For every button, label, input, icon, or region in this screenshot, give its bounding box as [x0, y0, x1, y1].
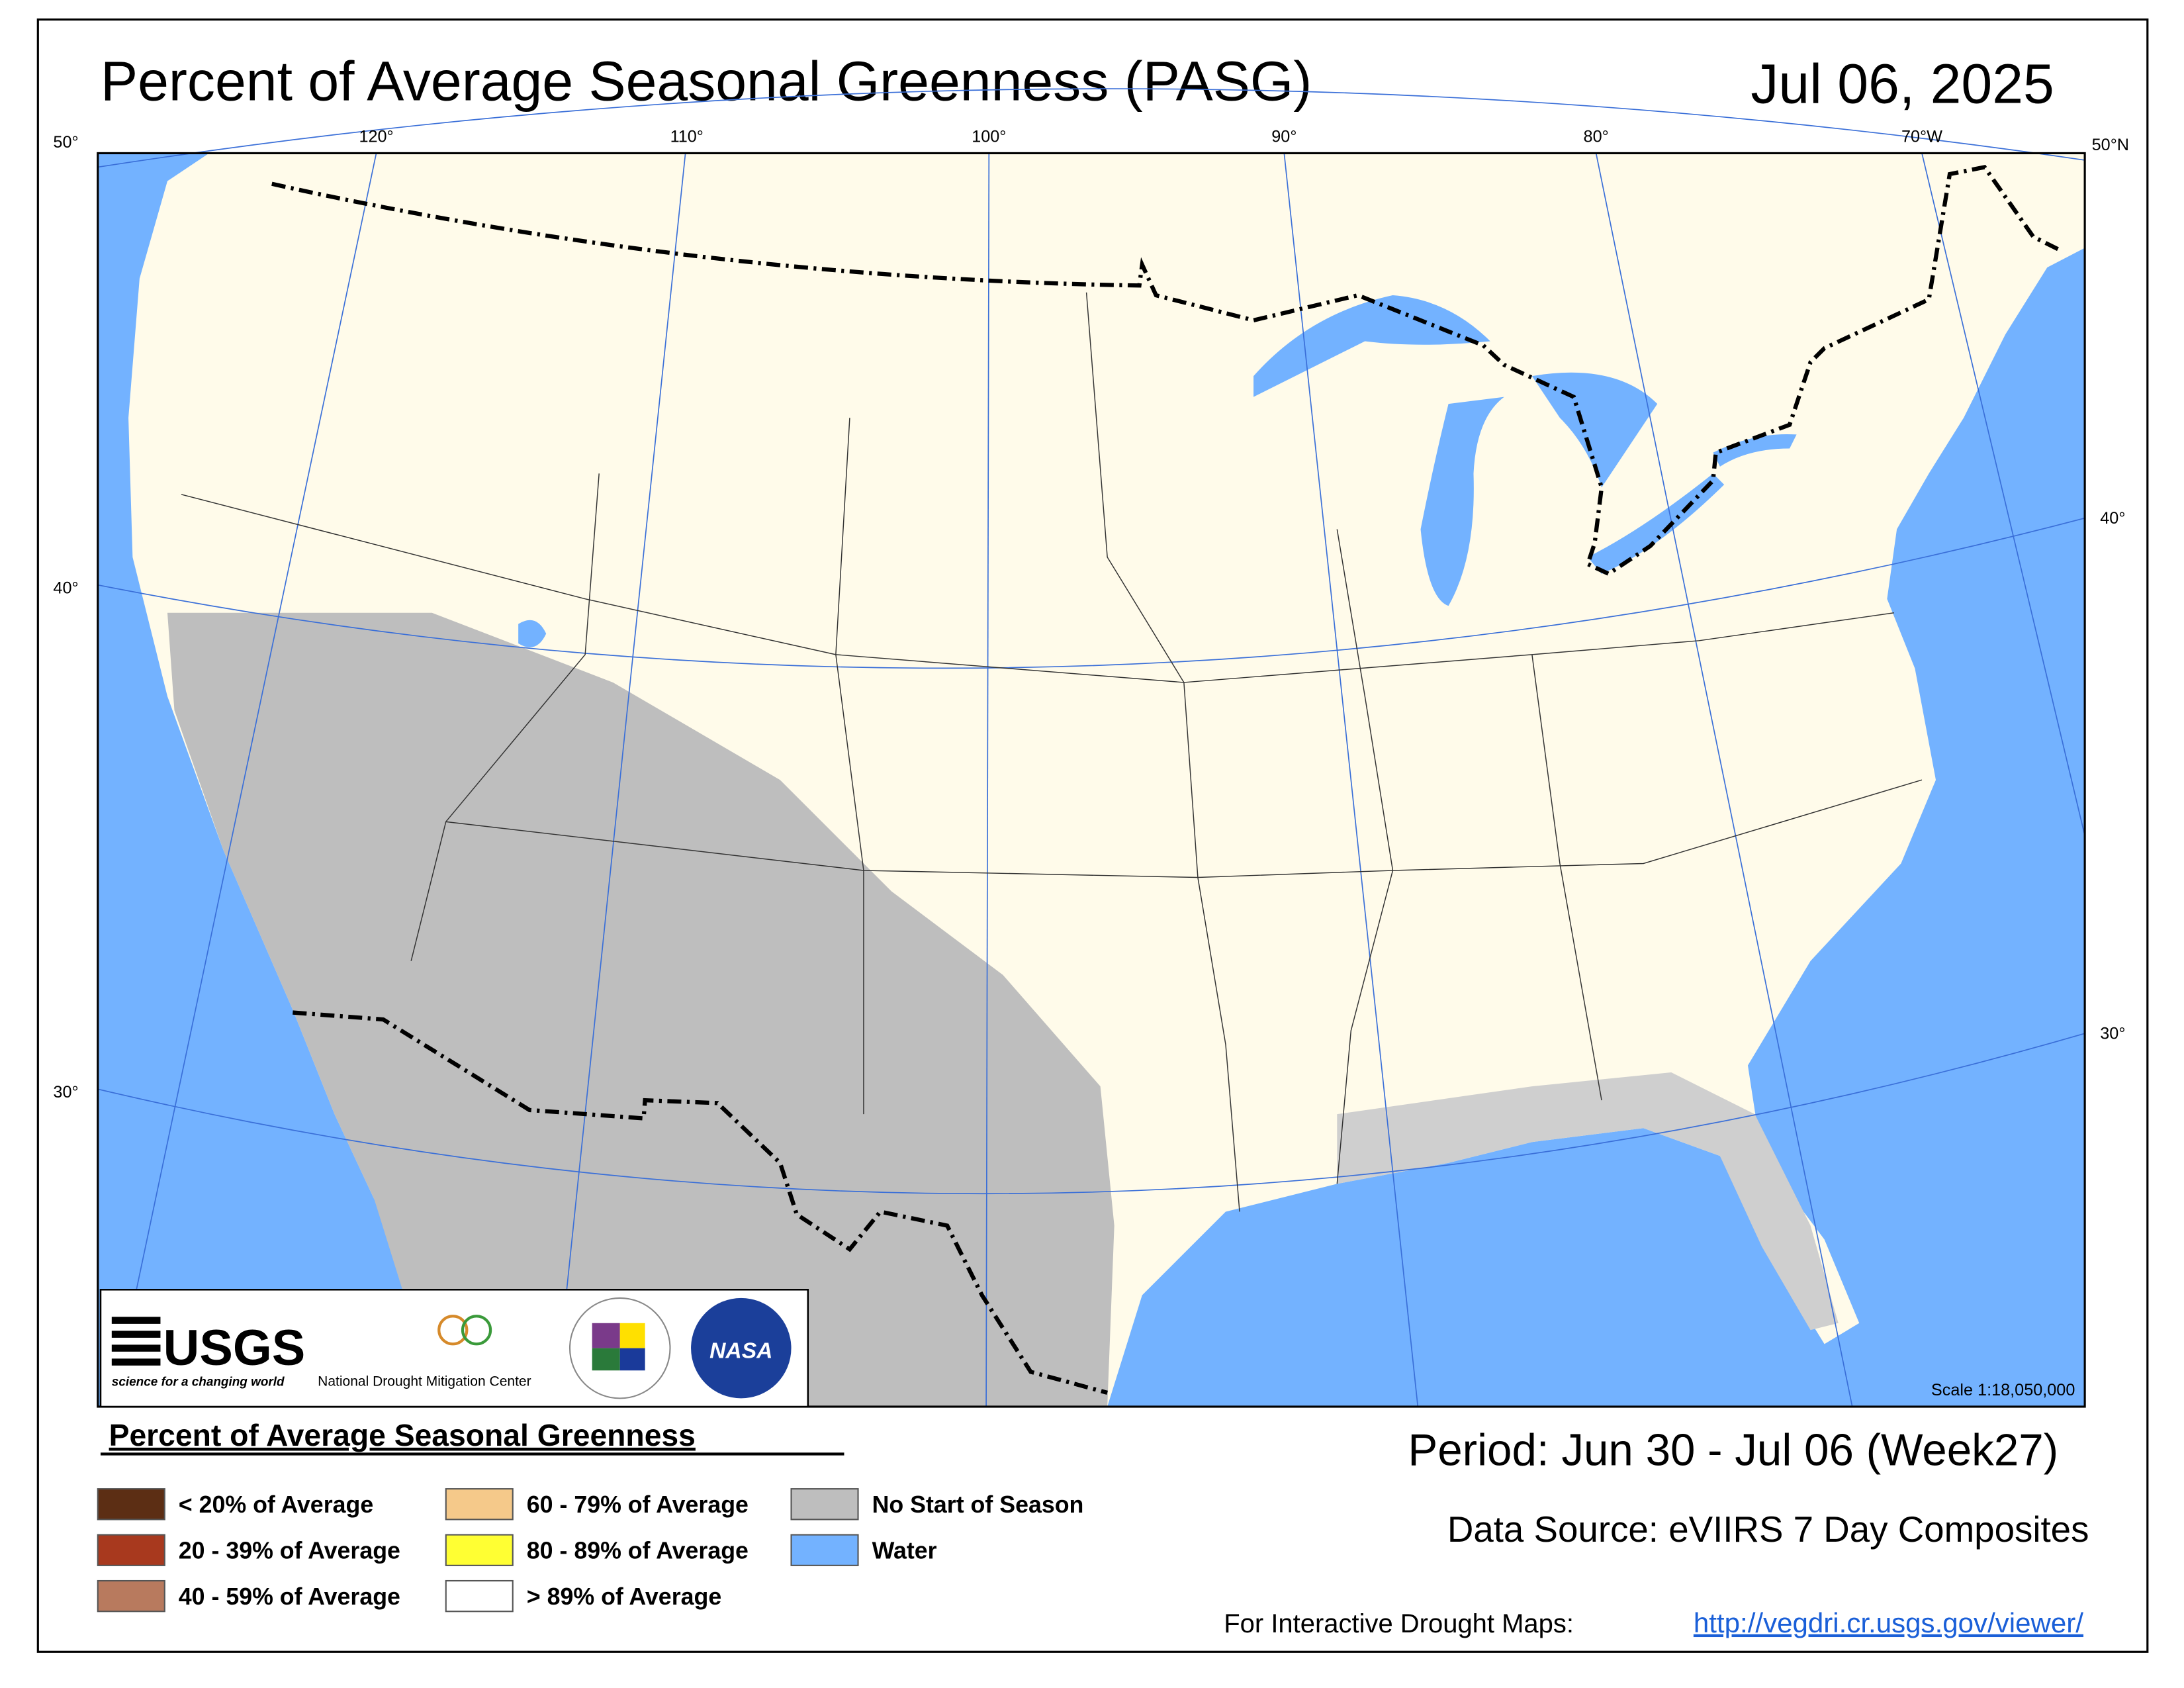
mexico-border [293, 1010, 1108, 1395]
lon-label: 90° [1271, 128, 1297, 146]
legend-swatch [445, 1534, 514, 1566]
date: Jul 06, 2025 [1751, 53, 2054, 115]
legend-label: Water [872, 1537, 937, 1564]
legend-label: 80 - 89% of Average [527, 1537, 749, 1564]
legend-swatch [790, 1488, 859, 1521]
title: Percent of Average Seasonal Greenness (P… [101, 50, 1312, 112]
lake-michigan [1420, 397, 1504, 606]
viewer-link[interactable]: http://vegdri.cr.usgs.gov/viewer/ [1694, 1607, 2083, 1638]
legend-label: No Start of Season [872, 1491, 1084, 1518]
gulf-gray [1337, 1072, 1839, 1331]
data-source: Data Source: eVIIRS 7 Day Composites [1447, 1509, 2089, 1550]
state-lines [181, 292, 1923, 1212]
period: Period: Jun 30 - Jul 06 (Week27) [1408, 1425, 2058, 1475]
lat-label: 30° [2100, 1025, 2125, 1043]
hprcc-block [592, 1348, 620, 1371]
hprcc-block [619, 1348, 645, 1371]
legend-swatch [445, 1488, 514, 1521]
map-scale: Scale 1:18,050,000 [1931, 1381, 2075, 1399]
lat-label: 40° [53, 579, 78, 597]
legend-swatch [445, 1579, 514, 1613]
legend-label: > 89% of Average [527, 1583, 721, 1610]
legend-label: < 20% of Average [179, 1491, 373, 1518]
lon-label: 80° [1584, 128, 1609, 146]
lon-label: 120° [359, 128, 393, 146]
graticule [97, 88, 2085, 1407]
logo-panel [99, 1289, 809, 1408]
legend-title: Percent of Average Seasonal Greenness [109, 1418, 696, 1452]
lat-label: 50° [53, 133, 78, 152]
usgs-tagline: science for a changing world [112, 1375, 285, 1389]
map: Scale 1:18,050,000 [97, 88, 2085, 1407]
usgs-logo-text: USGS [163, 1320, 306, 1376]
interactive-label: For Interactive Drought Maps: [1224, 1609, 1574, 1638]
legend-swatch [97, 1579, 165, 1613]
logo-box: USGS science for a changing world Nation… [99, 1289, 809, 1408]
legend-swatch [790, 1534, 859, 1566]
nasa-logo [691, 1297, 792, 1399]
legend-swatch [97, 1488, 165, 1521]
no-season-area [167, 612, 1115, 1407]
hprcc-block [592, 1323, 620, 1348]
ndmc-tree [437, 1315, 469, 1346]
legend-swatch [97, 1534, 165, 1566]
nasa-text: NASA [709, 1338, 772, 1363]
map-frame [97, 152, 2086, 1408]
ndmc-text: National Drought Mitigation Center [318, 1374, 531, 1389]
hprcc-block [619, 1323, 645, 1348]
lat-label: 30° [53, 1083, 78, 1102]
graticule-labels: 50° 120° 110° 100° 90° 80° 70°W 50°N 40°… [53, 128, 2129, 1102]
lon-label: 100° [972, 128, 1006, 146]
legend-label: 60 - 79% of Average [527, 1491, 749, 1518]
lake-huron [1531, 372, 1658, 488]
great-salt-lake [518, 620, 547, 647]
legend-label: 40 - 59% of Average [179, 1583, 400, 1610]
lat-label: 40° [2100, 509, 2125, 528]
legend-label: 20 - 39% of Average [179, 1537, 400, 1564]
legend-items: < 20% of Average 20 - 39% of Average 40 - … [97, 1488, 1084, 1613]
lon-label: 110° [670, 128, 704, 146]
lake-ontario [1713, 434, 1797, 467]
lon-label: 70°W [1901, 128, 1942, 146]
ndmc-tree [461, 1315, 492, 1346]
lake-erie [1588, 473, 1725, 574]
canada-border [271, 164, 2062, 577]
lake-superior [1253, 295, 1490, 397]
lat-label: 50°N [2092, 136, 2129, 154]
usgs-waves [111, 1317, 161, 1366]
legend: Percent of Average Seasonal Greenness < … [97, 1418, 1084, 1613]
